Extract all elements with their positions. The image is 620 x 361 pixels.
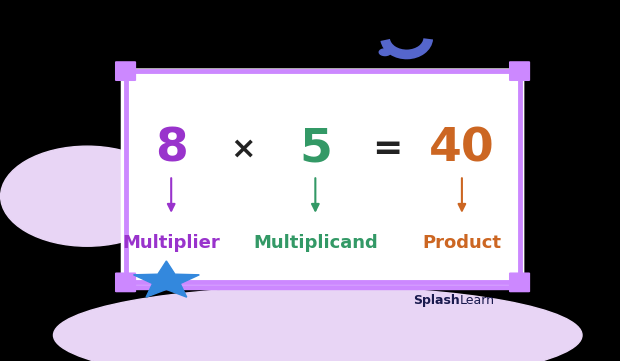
Circle shape [1, 146, 174, 246]
Text: 40: 40 [429, 126, 495, 171]
Ellipse shape [53, 287, 582, 361]
Circle shape [379, 49, 391, 56]
Text: Multiplicand: Multiplicand [253, 234, 378, 252]
Text: Learn: Learn [459, 294, 495, 307]
Text: =: = [372, 132, 402, 166]
Bar [116, 274, 522, 289]
Polygon shape [133, 261, 199, 297]
Text: 5: 5 [299, 126, 332, 171]
FancyBboxPatch shape [121, 68, 525, 285]
FancyBboxPatch shape [509, 61, 530, 81]
Text: Multiplier: Multiplier [122, 234, 220, 252]
Text: Splash: Splash [413, 294, 459, 307]
Text: Product: Product [422, 234, 502, 252]
FancyBboxPatch shape [115, 61, 136, 81]
FancyBboxPatch shape [115, 273, 136, 292]
Text: 8: 8 [155, 126, 188, 171]
Text: ×: × [231, 134, 256, 164]
FancyBboxPatch shape [509, 273, 530, 292]
